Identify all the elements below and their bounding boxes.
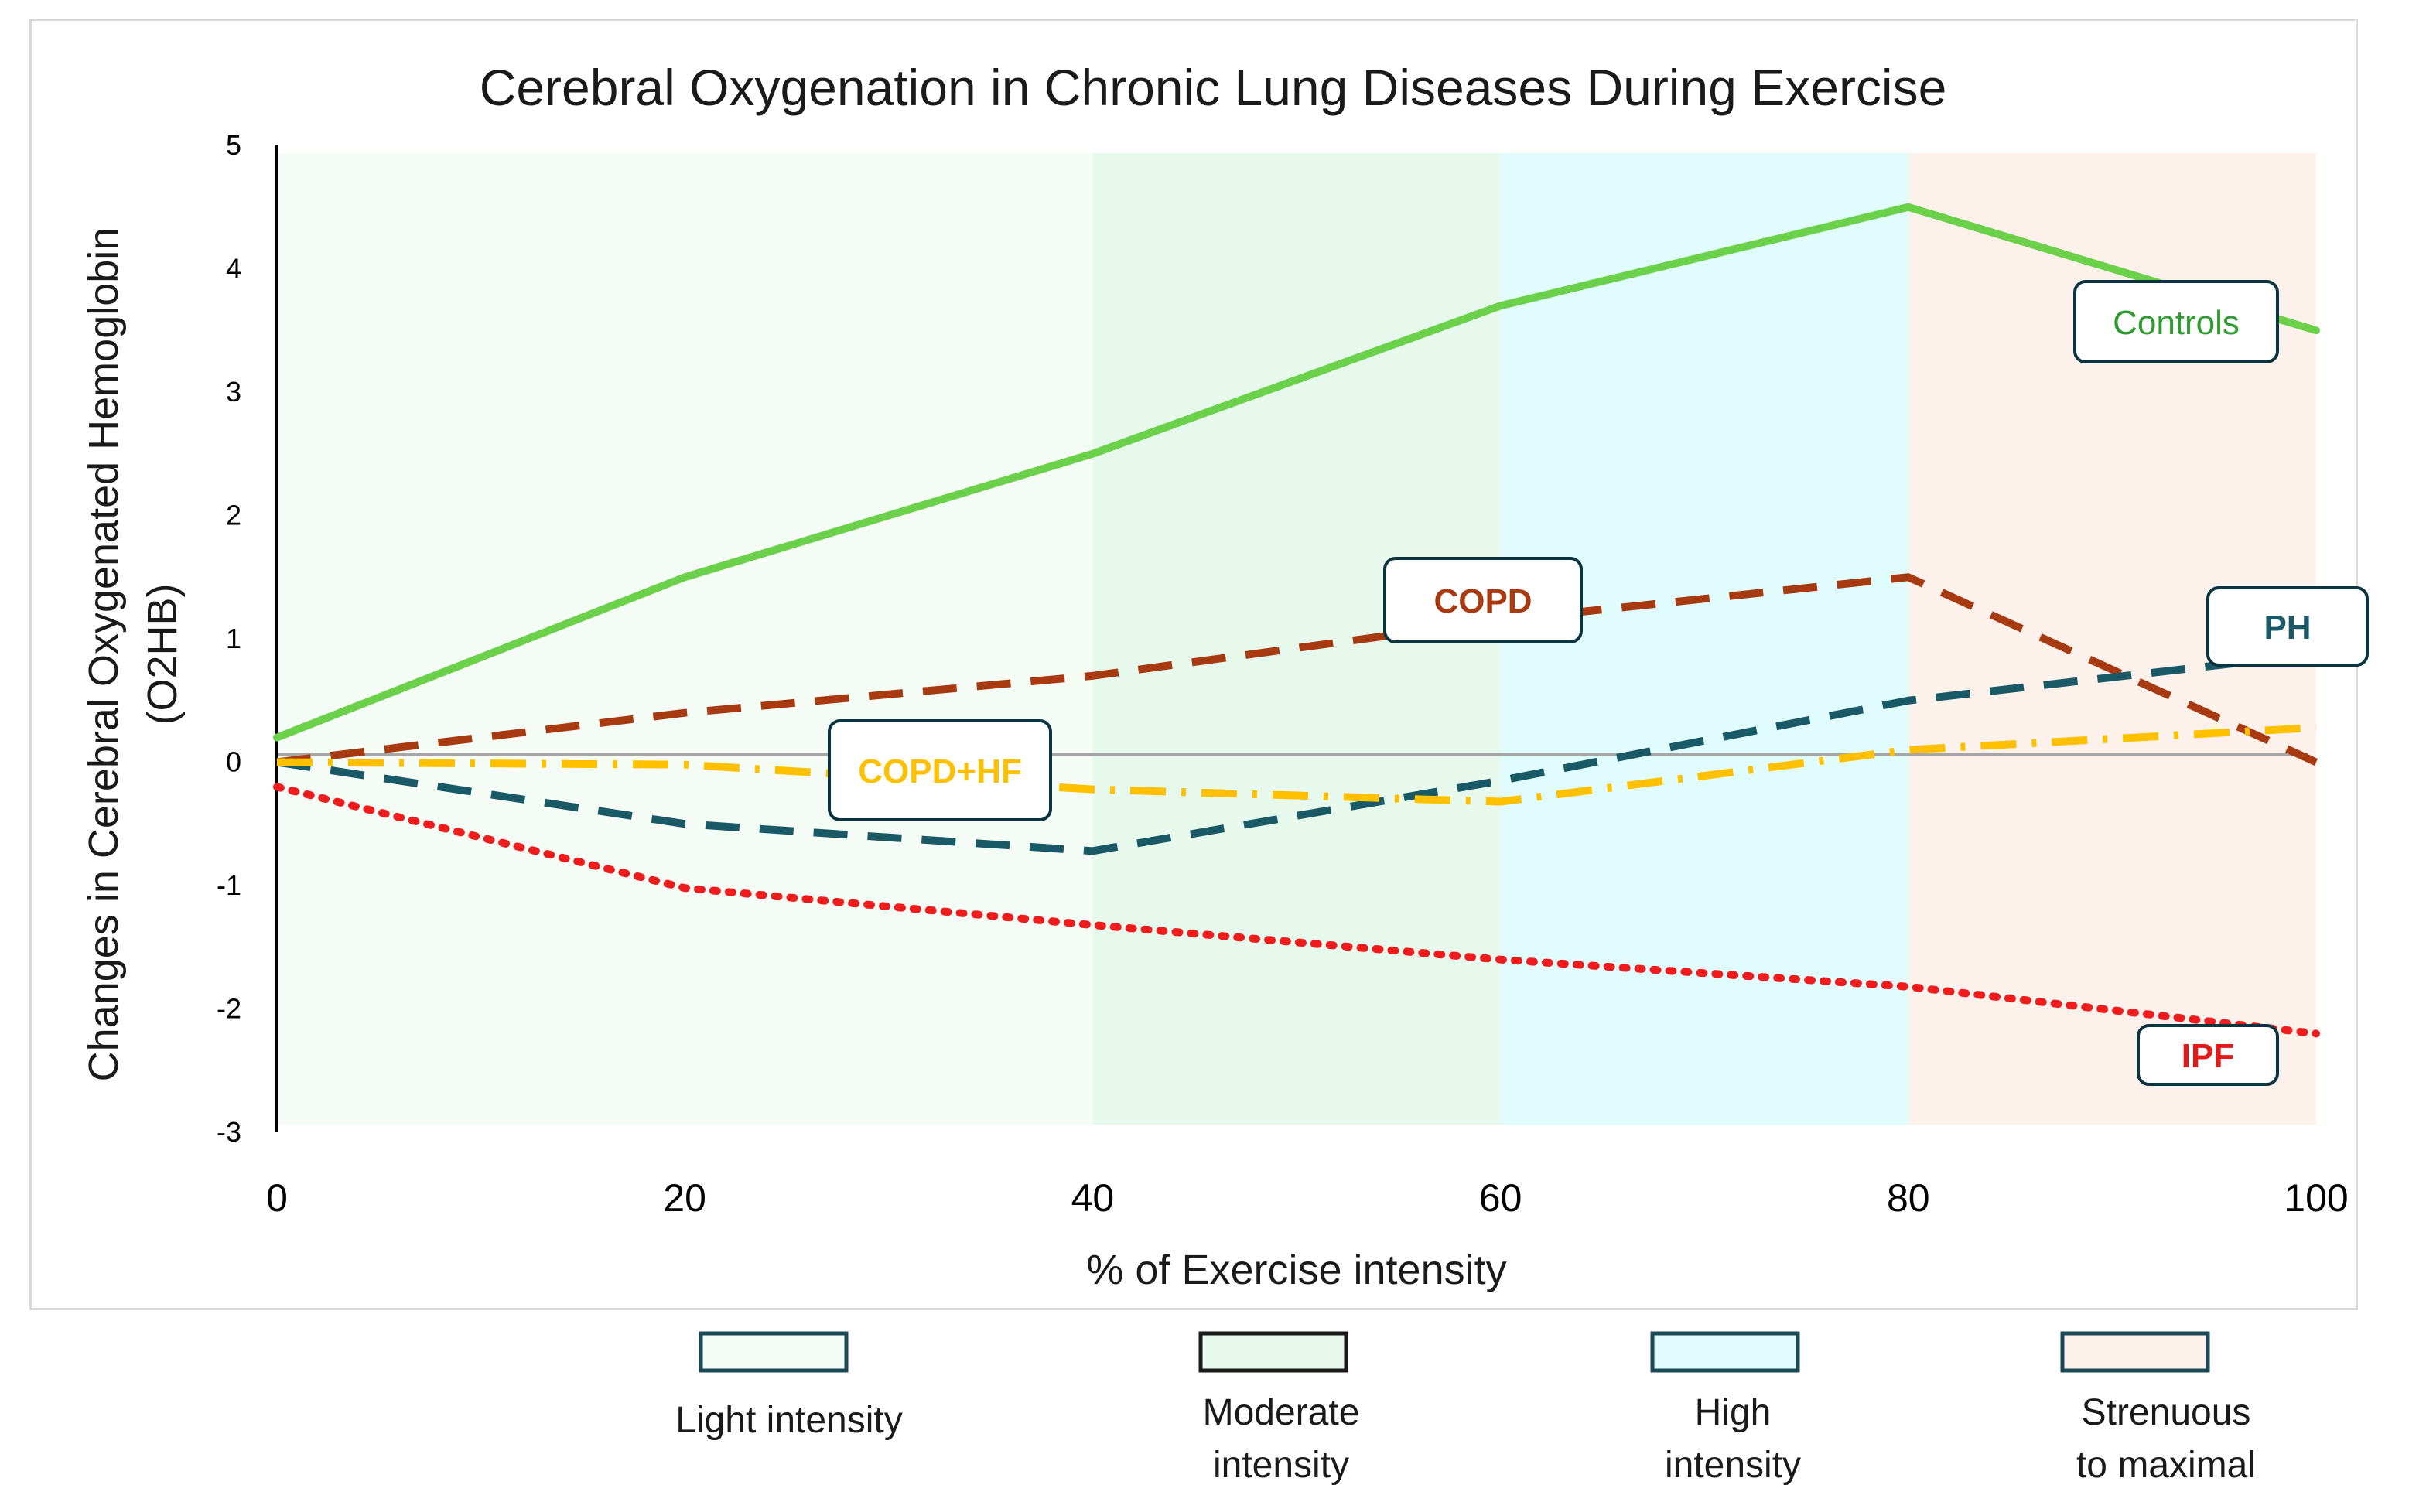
label-text: COPD [1433,582,1532,620]
legend-label: Moderate [1203,1392,1360,1433]
series-label-ph: PH [2206,586,2369,667]
y-tick-label: -2 [217,993,241,1025]
label-text: COPD+HF [858,753,1021,790]
series-labels: Controls COPD PH COPD+HF IPF [828,280,2369,1086]
x-tick-label: 60 [1479,1176,1522,1220]
legend-swatch [2060,1331,2210,1373]
legend-label: intensity [1213,1445,1349,1486]
legend: Light intensity Moderate intensity High inte… [675,1331,2256,1486]
label-box [2073,280,2279,363]
label-box [1383,557,1583,643]
y-tick-label: -3 [217,1116,241,1148]
y-tick-label: 5 [226,129,241,161]
series-line-copd-hf [276,723,2317,806]
label-text: PH [2264,609,2311,647]
legend-swatch [1650,1331,1800,1373]
y-tick-label: 2 [226,500,241,531]
legend-item-0: Light intensity [675,1331,903,1441]
legend-swatch [699,1331,849,1373]
y-tick-label: 4 [226,253,241,285]
zone-0 [277,153,1093,1125]
legend-label: High [1695,1392,1772,1433]
series-line-ipf [273,783,2320,1038]
series-label-copd-hf: COPD+HF [828,719,1052,821]
y-axis-label-line1: Changes in Cerebral Oxygenated Hemoglobi… [80,227,127,1082]
series-line-copd [276,573,2318,766]
series-lines [273,203,2320,1038]
x-tick-label: 20 [663,1176,706,1220]
series-line-ph [276,657,2256,855]
y-tick-label: 3 [226,376,241,408]
x-tick-labels: 0 20 40 60 80 100 [266,1176,2349,1220]
legend-item-3: Strenuous to maximal [2060,1331,2256,1486]
legend-label: Strenuous [2082,1392,2251,1433]
x-tick-label: 100 [2284,1176,2348,1220]
series-label-copd: COPD [1383,557,1583,643]
legend-item-2: High intensity [1650,1331,1801,1486]
x-tick-label: 40 [1071,1176,1115,1220]
x-tick-label: 80 [1887,1176,1930,1220]
series-line-controls [273,203,2320,742]
y-axis-label-line2: (O2HB) [139,583,186,725]
legend-label: intensity [1665,1445,1801,1486]
series-label-ipf: IPF [2137,1024,2279,1086]
intensity-zones [277,153,2316,1125]
x-tick-label: 0 [266,1176,288,1220]
label-box [828,719,1052,821]
chart-title: Cerebral Oxygenation in Chronic Lung Dis… [480,59,1947,116]
label-text: Controls [2113,304,2240,342]
legend-label: to maximal [2076,1445,2256,1486]
label-box [2137,1024,2279,1086]
y-tick-label: 1 [226,623,241,654]
label-box [2206,586,2369,667]
series-label-controls: Controls [2073,280,2279,363]
legend-swatch [1198,1331,1348,1373]
legend-item-1: Moderate intensity [1198,1331,1360,1486]
x-axis-label: % of Exercise intensity [1086,1247,1506,1293]
y-tick-labels: 5 4 3 2 1 0 -1 -2 -3 [217,129,241,1148]
label-text: IPF [2182,1037,2234,1075]
y-tick-label: 0 [226,746,241,778]
y-tick-label: -1 [217,869,241,901]
legend-label: Light intensity [675,1400,903,1441]
